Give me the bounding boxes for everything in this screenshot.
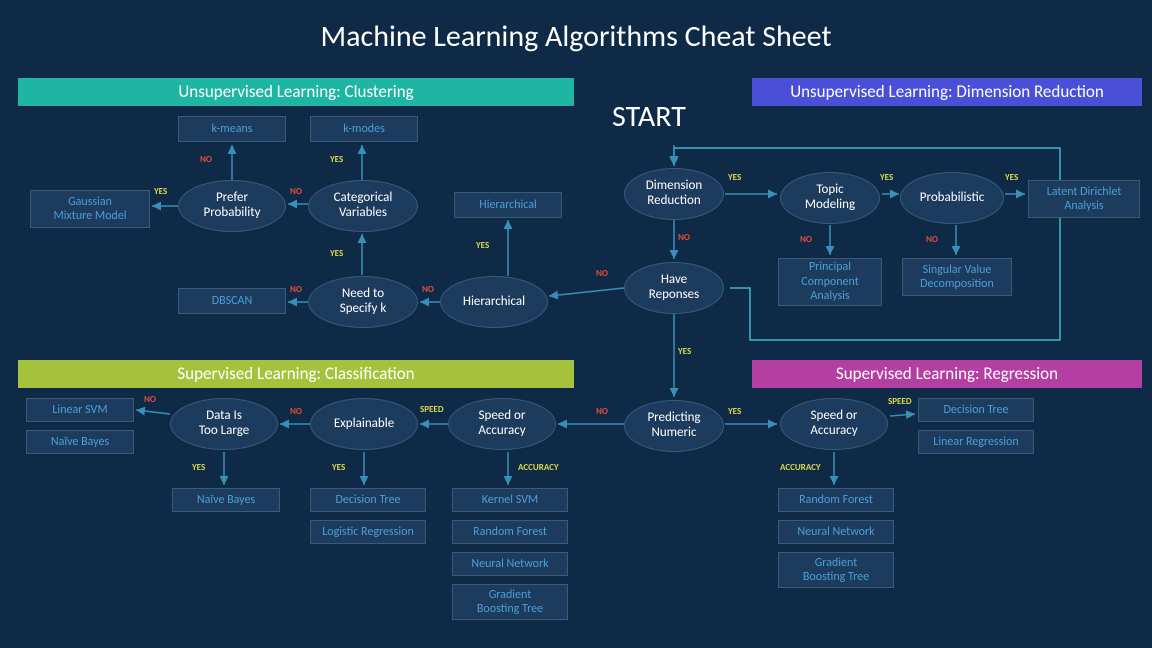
algo-naive_bayes2: Naïve Bayes (172, 488, 280, 512)
decision-probabilistic: Probabilistic (900, 172, 1004, 224)
decision-speed_acc_r: Speed orAccuracy (780, 398, 888, 450)
start-label: START (612, 98, 686, 135)
decision-explainable: Explainable (310, 398, 418, 450)
edge-label: YES (678, 346, 691, 357)
algo-gbt_r: GradientBoosting Tree (778, 552, 894, 588)
decision-hierarchical_e: Hierarchical (440, 276, 548, 328)
edge-label: NO (290, 186, 302, 197)
edge-label: SPEED (888, 396, 912, 407)
edge-label: YES (192, 462, 205, 473)
edge-label: YES (330, 154, 343, 165)
section-header-classif: Supervised Learning: Classification (18, 360, 574, 388)
algo-nn_c: Neural Network (452, 552, 568, 576)
edge-label: NO (596, 406, 608, 417)
edge-label: NO (422, 284, 434, 295)
algo-pca: PrincipalComponentAnalysis (778, 258, 882, 306)
decision-need_k: Need toSpecify k (308, 276, 418, 328)
edge-label: ACCURACY (780, 462, 821, 473)
decision-data_large: Data IsToo Large (170, 398, 278, 450)
edge-label: YES (476, 240, 489, 251)
algo-kernel_svm: Kernel SVM (452, 488, 568, 512)
edge-label: YES (728, 406, 741, 417)
algo-naive_bayes1: Naïve Bayes (26, 430, 134, 454)
decision-dim_reduction: DimensionReduction (624, 168, 724, 220)
edge-label: NO (290, 406, 302, 417)
decision-speed_acc_c: Speed orAccuracy (448, 398, 556, 450)
algo-lda: Latent DirichletAnalysis (1028, 180, 1140, 218)
algo-gbt_c: GradientBoosting Tree (452, 584, 568, 620)
algo-kmodes: k-modes (310, 116, 418, 142)
section-header-clustering: Unsupervised Learning: Clustering (18, 78, 574, 106)
algo-dtree_c: Decision Tree (310, 488, 426, 512)
decision-have_responses: HaveReponses (624, 262, 724, 314)
algo-dbscan: DBSCAN (178, 288, 286, 314)
edge-label: YES (880, 172, 893, 183)
edge-label: NO (678, 232, 690, 243)
edge-label: YES (1005, 172, 1018, 183)
edge-label: SPEED (420, 404, 444, 415)
edge-label: NO (200, 154, 212, 165)
edge-label: YES (330, 248, 343, 259)
decision-predict_numeric: PredictingNumeric (624, 400, 724, 452)
algo-gmm: GaussianMixture Model (30, 190, 150, 228)
edge-label: YES (728, 172, 741, 183)
algo-rf_c: Random Forest (452, 520, 568, 544)
decision-prefer_prob: PreferProbability (178, 180, 286, 232)
section-header-dimred: Unsupervised Learning: Dimension Reducti… (752, 78, 1142, 106)
edge-label: YES (154, 186, 167, 197)
algo-svd: Singular ValueDecomposition (902, 258, 1012, 296)
page-title: Machine Learning Algorithms Cheat Sheet (0, 18, 1152, 55)
decision-cat_vars: CategoricalVariables (308, 180, 418, 232)
algo-dtree_r: Decision Tree (918, 398, 1034, 422)
edge-label: NO (926, 234, 938, 245)
algo-nn_r: Neural Network (778, 520, 894, 544)
edge-label: NO (800, 234, 812, 245)
algo-hierarchical_r: Hierarchical (454, 192, 562, 218)
algo-linear_svm: Linear SVM (26, 398, 134, 422)
edge-label: ACCURACY (518, 462, 559, 473)
algo-linreg: Linear Regression (918, 430, 1034, 454)
algo-kmeans: k-means (178, 116, 286, 142)
decision-topic_modeling: TopicModeling (780, 172, 880, 224)
edge-label: NO (290, 284, 302, 295)
edge-label: YES (332, 462, 345, 473)
edge-label: NO (596, 268, 608, 279)
algo-rf_r: Random Forest (778, 488, 894, 512)
algo-logreg: Logistic Regression (310, 520, 426, 544)
edge-label: NO (144, 394, 156, 405)
section-header-regress: Supervised Learning: Regression (752, 360, 1142, 388)
